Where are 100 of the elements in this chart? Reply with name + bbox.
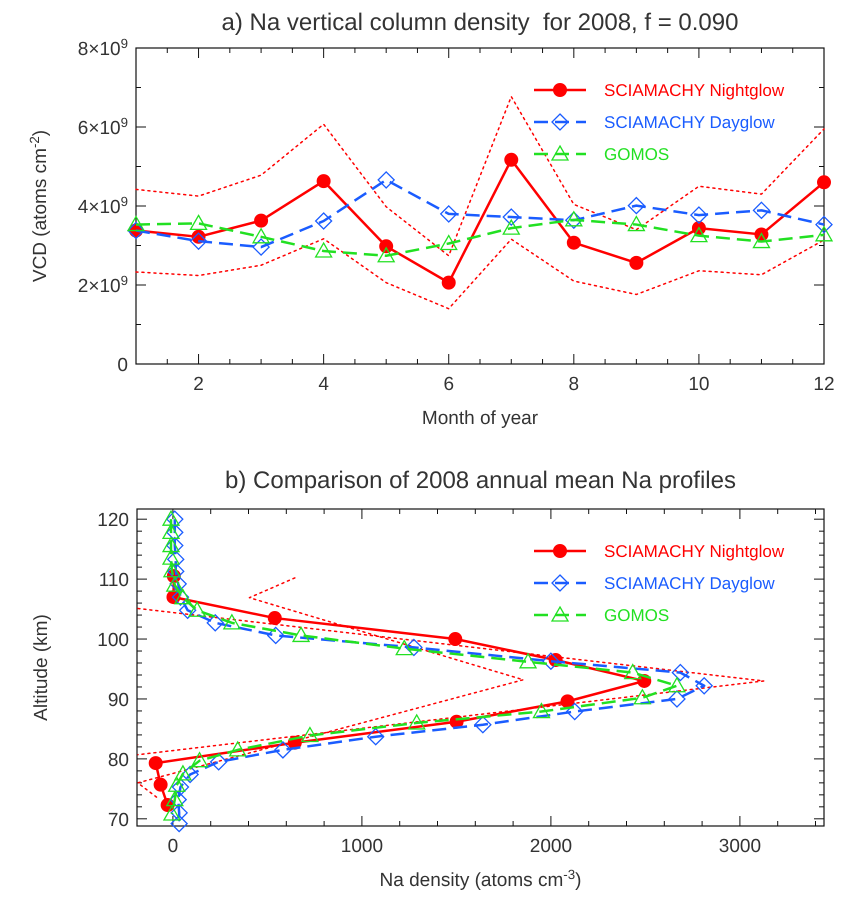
point [314, 242, 332, 258]
point [502, 219, 520, 235]
point [378, 247, 395, 262]
point [170, 790, 187, 808]
point [179, 602, 196, 619]
point [188, 602, 206, 617]
point [172, 778, 190, 796]
point [301, 726, 319, 742]
point [566, 236, 581, 250]
point [206, 614, 224, 632]
point [560, 694, 575, 708]
y-tick-label: 70 [108, 810, 129, 831]
chart-title: b) Comparison of 2008 annual mean Na profiles [225, 467, 736, 494]
legend-label: SCIAMACHY Nightglow [604, 542, 785, 561]
point [163, 562, 181, 578]
x-tick-label: 6 [443, 374, 454, 395]
point [628, 216, 646, 232]
x-tick-label: 0 [168, 836, 178, 857]
legend-label: GOMOS [604, 145, 670, 164]
y-tick-label: 6×10$^{9}$ [78, 114, 128, 139]
point [532, 702, 550, 718]
point [672, 664, 690, 682]
y-tick-label: 0 [117, 355, 128, 376]
point [167, 562, 184, 580]
point [166, 576, 184, 592]
point [163, 805, 181, 821]
point [166, 524, 184, 542]
point [442, 276, 456, 290]
y-tick-label: 110 [98, 570, 129, 592]
x-tick-label: 4 [318, 374, 330, 395]
point [405, 638, 423, 656]
point [166, 536, 184, 554]
x-tick-label: 1000 [340, 836, 384, 857]
point [252, 238, 270, 256]
x-tick-label: 12 [813, 374, 835, 395]
y-tick-label: 4×10$^{9}$ [78, 194, 128, 218]
x-tick-label: 10 [688, 374, 710, 395]
point [440, 205, 458, 223]
point [408, 714, 426, 730]
point [502, 208, 520, 226]
point [190, 214, 208, 230]
y-tick-label: 80 [108, 750, 129, 771]
legend-label: GOMOS [604, 606, 670, 625]
point [254, 214, 268, 228]
point [154, 778, 168, 792]
point [166, 790, 184, 806]
point [440, 234, 458, 250]
y-tick-label: 100 [97, 630, 129, 652]
point [690, 226, 708, 242]
x-tick-label: 2 [193, 374, 204, 395]
y-tick-label: 8×10$^{9}$ [78, 36, 128, 60]
point [474, 716, 492, 734]
point [817, 175, 831, 190]
point [628, 196, 646, 214]
point [223, 614, 241, 630]
point [752, 232, 770, 248]
point [314, 212, 332, 230]
x-tick-label: 2000 [530, 836, 572, 857]
point [170, 804, 188, 822]
y-tick-label: 120 [97, 510, 129, 532]
point [815, 226, 833, 242]
legend-label: SCIAMACHY Dayglow [604, 113, 776, 132]
point [127, 216, 145, 232]
x-tick-label: 3000 [718, 836, 762, 857]
point [690, 206, 708, 224]
point [168, 776, 186, 792]
point [268, 611, 282, 626]
point [210, 753, 228, 771]
point [167, 550, 184, 568]
y-axis-title: Altitude (km) [31, 614, 52, 721]
point [696, 677, 713, 694]
point [367, 728, 384, 746]
point [752, 202, 770, 219]
y-tick-label: 2×10$^{9}$ [78, 272, 128, 297]
point [162, 510, 180, 526]
point [504, 152, 518, 167]
point [815, 216, 833, 234]
point [170, 814, 188, 832]
point [162, 549, 180, 565]
legend-label: SCIAMACHY Dayglow [604, 574, 776, 593]
y-tick-label: 90 [108, 690, 129, 711]
point [162, 524, 180, 540]
point [668, 677, 686, 692]
x-axis-title: Na density (atoms cm$^{-3}$) [380, 866, 582, 891]
point [448, 632, 462, 646]
point [229, 741, 246, 757]
point [542, 652, 560, 670]
point [170, 575, 187, 593]
point [166, 510, 184, 528]
point [566, 702, 584, 720]
point [274, 741, 292, 759]
point [190, 752, 208, 768]
point [148, 756, 163, 770]
point [174, 765, 192, 781]
legend-label: SCIAMACHY Nightglow [604, 81, 785, 100]
point [181, 766, 199, 784]
point [190, 232, 208, 250]
point [624, 664, 642, 680]
point [316, 174, 331, 188]
point [629, 256, 644, 270]
